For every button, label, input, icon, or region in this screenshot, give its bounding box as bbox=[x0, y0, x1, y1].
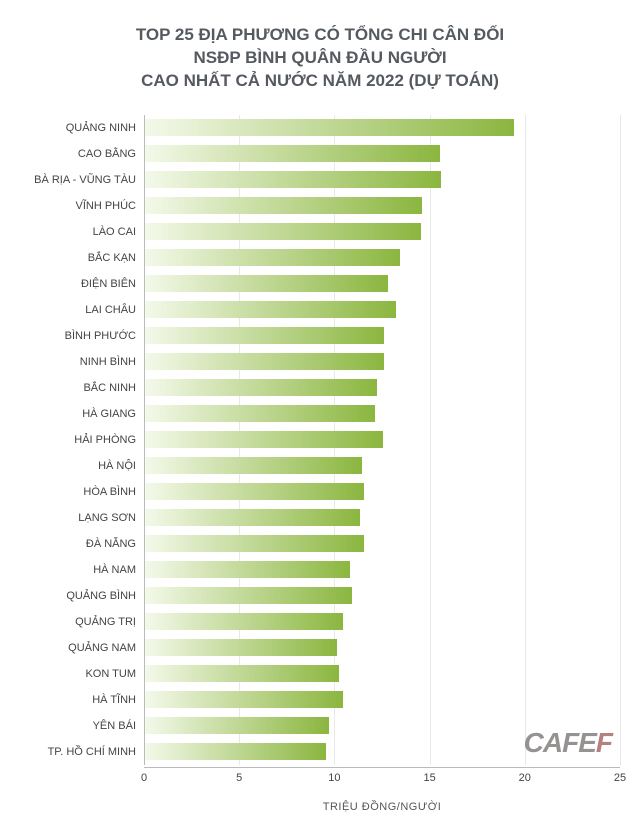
bar-row: KON TUM bbox=[20, 661, 620, 687]
bar-row: QUẢNG TRỊ bbox=[20, 609, 620, 635]
bar bbox=[145, 171, 441, 188]
bar bbox=[145, 743, 326, 760]
bar-row: HÀ NỘI bbox=[20, 453, 620, 479]
y-axis-label: QUẢNG NAM bbox=[20, 642, 144, 654]
bar bbox=[145, 665, 339, 682]
bar bbox=[145, 119, 514, 136]
bar-row: HÀ NAM bbox=[20, 557, 620, 583]
bar-row: BẮC NINH bbox=[20, 375, 620, 401]
bar bbox=[145, 457, 362, 474]
bar bbox=[145, 145, 440, 162]
bar bbox=[145, 327, 384, 344]
bar bbox=[145, 197, 422, 214]
bar bbox=[145, 561, 350, 578]
bar-row: BÀ RỊA - VŨNG TÀU bbox=[20, 167, 620, 193]
bar-row: LAI CHÂU bbox=[20, 297, 620, 323]
bar-row: ĐÀ NẴNG bbox=[20, 531, 620, 557]
bar-row: NINH BÌNH bbox=[20, 349, 620, 375]
bar bbox=[145, 379, 377, 396]
bar-row: HÀ GIANG bbox=[20, 401, 620, 427]
x-tick-label: 5 bbox=[236, 772, 242, 784]
x-tick-label: 20 bbox=[519, 772, 531, 784]
bar bbox=[145, 639, 337, 656]
bar bbox=[145, 405, 375, 422]
bar-row: QUẢNG NAM bbox=[20, 635, 620, 661]
bar-row: HÀ TĨNH bbox=[20, 687, 620, 713]
bar bbox=[145, 301, 396, 318]
y-axis-label: BÀ RỊA - VŨNG TÀU bbox=[20, 174, 144, 186]
bar-row: BẮC KẠN bbox=[20, 245, 620, 271]
bar-row: VĨNH PHÚC bbox=[20, 193, 620, 219]
bar bbox=[145, 353, 384, 370]
y-axis-label: ĐIỆN BIÊN bbox=[20, 278, 144, 290]
bar-row: LẠNG SƠN bbox=[20, 505, 620, 531]
watermark: CAFEF bbox=[524, 727, 612, 759]
y-axis-label: CAO BẰNG bbox=[20, 148, 144, 160]
bar bbox=[145, 223, 421, 240]
bar bbox=[145, 249, 400, 266]
watermark-text-b: F bbox=[596, 727, 612, 758]
chart-title: TOP 25 ĐỊA PHƯƠNG CÓ TỔNG CHI CÂN ĐỐI NS… bbox=[20, 24, 620, 93]
bar bbox=[145, 535, 364, 552]
chart-container: TOP 25 ĐỊA PHƯƠNG CÓ TỔNG CHI CÂN ĐỐI NS… bbox=[0, 0, 640, 839]
y-axis-label: HẢI PHÒNG bbox=[20, 434, 144, 446]
x-tick-label: 10 bbox=[328, 772, 340, 784]
y-axis-label: QUẢNG TRỊ bbox=[20, 616, 144, 628]
y-axis-label: NINH BÌNH bbox=[20, 356, 144, 368]
y-axis-label: HÀ NỘI bbox=[20, 460, 144, 472]
y-axis-label: HÒA BÌNH bbox=[20, 486, 144, 498]
bar bbox=[145, 691, 343, 708]
y-axis-label: LAI CHÂU bbox=[20, 304, 144, 316]
bar bbox=[145, 717, 329, 734]
y-axis-label: VĨNH PHÚC bbox=[20, 200, 144, 212]
bar-row: QUẢNG NINH bbox=[20, 115, 620, 141]
plot-area: QUẢNG NINH CAO BẰNG BÀ RỊA - VŨNG TÀU VĨNH … bbox=[20, 115, 620, 765]
bar-row: BÌNH PHƯỚC bbox=[20, 323, 620, 349]
y-axis-label: TP. HỒ CHÍ MINH bbox=[20, 746, 144, 758]
bar-row: QUẢNG BÌNH bbox=[20, 583, 620, 609]
y-axis-label: HÀ NAM bbox=[20, 564, 144, 576]
y-axis-label: BẮC KẠN bbox=[20, 252, 144, 264]
x-axis: 0510152025 bbox=[20, 767, 620, 783]
y-axis-label: BÌNH PHƯỚC bbox=[20, 330, 144, 342]
y-axis-label: QUẢNG NINH bbox=[20, 122, 144, 134]
bar-row: HÒA BÌNH bbox=[20, 479, 620, 505]
y-axis-label: YÊN BÁI bbox=[20, 720, 144, 732]
bar-row: ĐIỆN BIÊN bbox=[20, 271, 620, 297]
x-tick-label: 15 bbox=[423, 772, 435, 784]
watermark-text-a: CAFE bbox=[524, 727, 596, 758]
y-axis-label: KON TUM bbox=[20, 668, 144, 680]
y-axis-label: LÀO CAI bbox=[20, 226, 144, 238]
x-axis-title: TRIỆU ĐỒNG/NGƯỜI bbox=[144, 801, 620, 813]
y-axis-label: ĐÀ NẴNG bbox=[20, 538, 144, 550]
bar bbox=[145, 613, 343, 630]
x-tick-label: 25 bbox=[614, 772, 626, 784]
bar bbox=[145, 275, 388, 292]
bar-row: CAO BẰNG bbox=[20, 141, 620, 167]
bar bbox=[145, 483, 364, 500]
y-axis-label: LẠNG SƠN bbox=[20, 512, 144, 524]
x-tick-label: 0 bbox=[141, 772, 147, 784]
bar bbox=[145, 509, 360, 526]
y-axis-label: HÀ TĨNH bbox=[20, 694, 144, 706]
bar bbox=[145, 431, 383, 448]
bar bbox=[145, 587, 352, 604]
x-axis-ticks: 0510152025 bbox=[144, 767, 620, 783]
y-axis-label: HÀ GIANG bbox=[20, 408, 144, 420]
y-axis-label: QUẢNG BÌNH bbox=[20, 590, 144, 602]
bar-row: HẢI PHÒNG bbox=[20, 427, 620, 453]
y-axis-label: BẮC NINH bbox=[20, 382, 144, 394]
bar-row: LÀO CAI bbox=[20, 219, 620, 245]
